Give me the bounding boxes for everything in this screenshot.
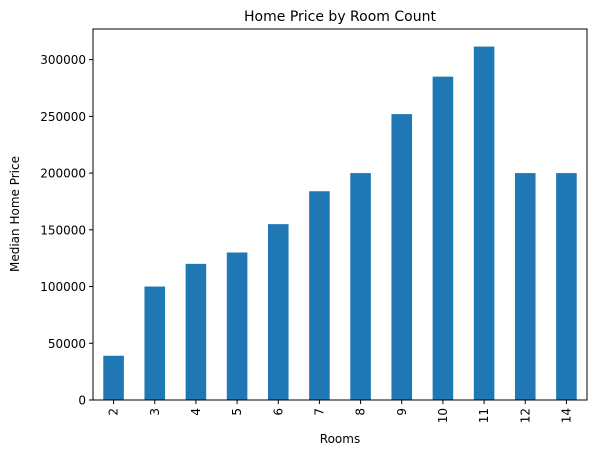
x-tick-label: 10 [436, 408, 450, 423]
y-tick-label: 250000 [40, 110, 86, 124]
bar-rooms-11 [473, 46, 495, 400]
y-tick-label: 200000 [40, 167, 86, 181]
bar-rooms-7 [309, 191, 330, 400]
y-tick-label: 50000 [48, 337, 86, 351]
bar-rooms-10 [432, 76, 454, 401]
x-tick-label: 9 [395, 408, 409, 416]
x-tick-label: 14 [559, 408, 573, 423]
x-tick-label: 6 [271, 408, 285, 416]
y-tick-label: 150000 [40, 223, 86, 237]
bar-rooms-4 [185, 263, 207, 400]
y-tick-label: 300000 [40, 53, 86, 67]
plot-frame [92, 28, 588, 401]
bar-rooms-2 [103, 355, 124, 400]
y-tick-label: 0 [78, 394, 86, 408]
x-axis-title: Rooms [320, 432, 360, 446]
x-tick-label: 11 [477, 408, 491, 423]
bars [103, 46, 577, 401]
bar-rooms-3 [144, 286, 166, 400]
bar-rooms-6 [267, 224, 289, 400]
x-tick-label: 4 [189, 408, 203, 416]
bar-rooms-14 [556, 173, 577, 400]
bar-rooms-5 [226, 252, 248, 400]
x-tick-label: 5 [230, 408, 244, 416]
bar-rooms-8 [350, 173, 371, 400]
chart-title: Home Price by Room Count [244, 9, 436, 25]
bar-rooms-9 [391, 114, 413, 401]
x-tick-label: 7 [312, 408, 326, 416]
x-tick-label: 2 [107, 408, 121, 416]
x-tick-label: 12 [518, 408, 532, 423]
x-axis: 2 3 4 5 6 7 8 9 10 11 12 14 [107, 400, 573, 423]
bar-rooms-12 [514, 173, 536, 400]
x-tick-label: 8 [354, 408, 368, 416]
x-tick-label: 3 [148, 408, 162, 416]
y-tick-label: 100000 [40, 280, 86, 294]
y-axis: 0 50000 100000 150000 200000 250000 300000 [40, 53, 93, 408]
y-axis-title: Median Home Price [8, 156, 22, 272]
